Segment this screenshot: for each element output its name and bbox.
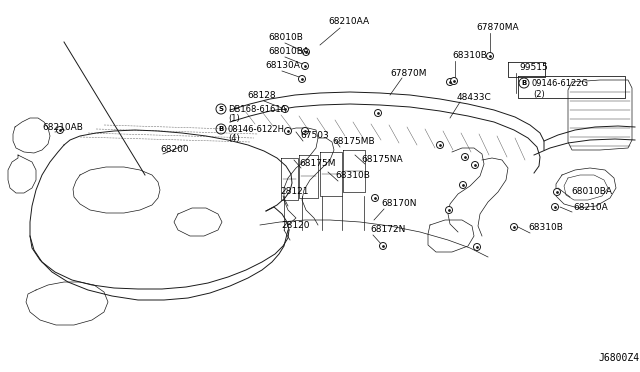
Circle shape [554, 189, 561, 196]
Text: 68210AB: 68210AB [42, 122, 83, 131]
Text: 68010BA: 68010BA [571, 187, 612, 196]
Text: 28121: 28121 [280, 186, 308, 196]
Text: 68210A: 68210A [573, 202, 608, 212]
Text: 28120: 28120 [281, 221, 310, 230]
Text: 68128: 68128 [247, 92, 276, 100]
Text: 68170N: 68170N [381, 199, 417, 208]
Text: 68172N: 68172N [370, 225, 405, 234]
Circle shape [380, 243, 387, 250]
Text: 48433C: 48433C [457, 93, 492, 102]
Circle shape [552, 203, 559, 211]
Text: 67870MA: 67870MA [476, 23, 518, 32]
Circle shape [301, 62, 308, 70]
Circle shape [445, 206, 452, 214]
Circle shape [472, 161, 479, 169]
Circle shape [371, 195, 378, 202]
Text: 68310B: 68310B [452, 51, 487, 61]
Text: 68130A: 68130A [265, 61, 300, 71]
Circle shape [374, 109, 381, 116]
Text: B: B [218, 126, 223, 132]
Text: 68010BA: 68010BA [268, 48, 309, 57]
Text: 08146-6122H: 08146-6122H [228, 125, 285, 134]
Text: 68175NA: 68175NA [361, 154, 403, 164]
Circle shape [461, 154, 468, 160]
Text: S: S [218, 106, 223, 112]
Text: 68200: 68200 [160, 144, 189, 154]
Circle shape [301, 128, 308, 135]
Circle shape [436, 141, 444, 148]
Circle shape [303, 48, 310, 55]
Text: B: B [522, 80, 527, 86]
Text: 68210AA: 68210AA [328, 17, 369, 26]
Circle shape [511, 224, 518, 231]
Text: 67503: 67503 [300, 131, 329, 141]
Circle shape [474, 244, 481, 250]
Text: DB168-6161A: DB168-6161A [228, 105, 286, 113]
Text: 68175M: 68175M [299, 158, 335, 167]
Text: J6800Z4: J6800Z4 [598, 353, 639, 363]
Circle shape [282, 106, 289, 112]
Text: 68310B: 68310B [335, 171, 370, 180]
Circle shape [447, 78, 454, 86]
Circle shape [285, 128, 291, 135]
Text: 67870M: 67870M [390, 68, 426, 77]
Circle shape [451, 77, 458, 84]
Circle shape [56, 126, 63, 134]
Text: 99515: 99515 [519, 64, 548, 73]
Circle shape [460, 182, 467, 189]
Circle shape [298, 76, 305, 83]
Text: 68310B: 68310B [528, 224, 563, 232]
Text: 09146-6122G: 09146-6122G [531, 78, 588, 87]
Text: (1): (1) [228, 115, 240, 124]
Text: (2): (2) [533, 90, 545, 99]
Circle shape [486, 52, 493, 60]
Text: (4): (4) [228, 135, 240, 144]
Text: 68175MB: 68175MB [332, 137, 374, 145]
Text: 68010B: 68010B [268, 33, 303, 42]
